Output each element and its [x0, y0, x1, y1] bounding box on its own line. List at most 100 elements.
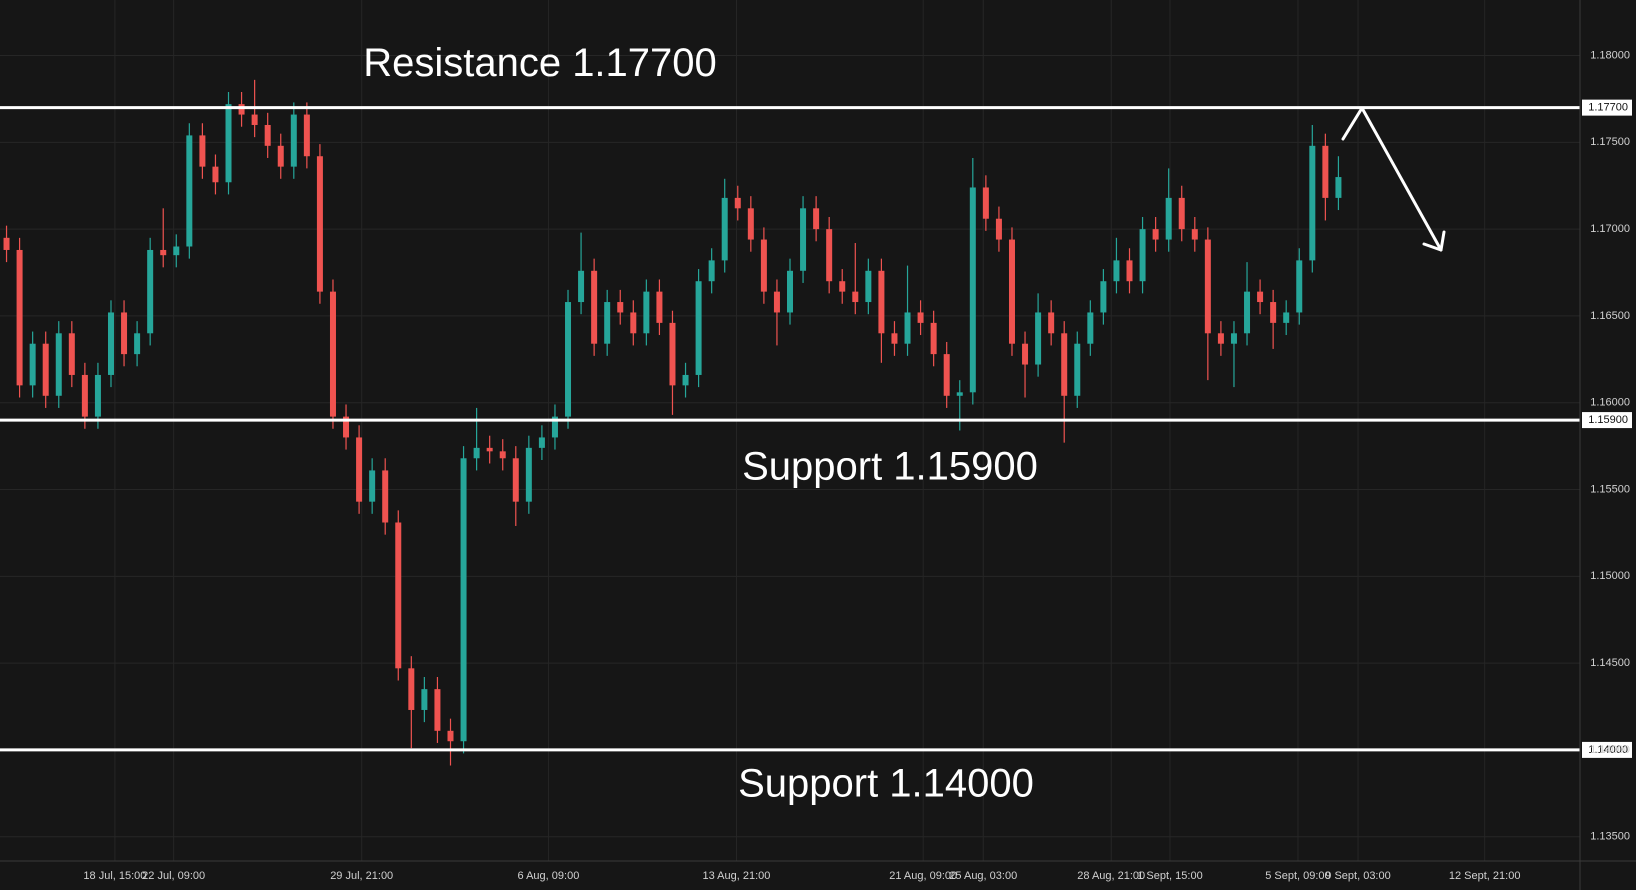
y-tick-label: 1.15000	[1590, 570, 1630, 582]
candle-body	[643, 291, 650, 334]
candle-body	[408, 668, 415, 710]
level-price-label: 1.17700	[1588, 102, 1628, 114]
candle-body	[16, 249, 23, 386]
candle-body	[1074, 343, 1081, 396]
x-tick-label: 28 Aug, 21:00	[1077, 870, 1145, 882]
candle-body	[682, 374, 689, 386]
candle-body	[29, 343, 36, 386]
candle-body	[630, 312, 637, 334]
candle-body	[852, 291, 859, 303]
level-price-box	[1582, 412, 1632, 429]
candle-body	[1191, 229, 1198, 240]
candle-body	[1283, 312, 1290, 323]
candle-body	[499, 451, 506, 459]
candle-body	[917, 312, 924, 323]
candle-body	[1139, 229, 1146, 282]
x-tick-label: 12 Sept, 21:00	[1449, 870, 1521, 882]
candle-body	[1165, 197, 1172, 240]
candle-body	[891, 333, 898, 344]
candle-body	[1257, 291, 1264, 303]
candle-body	[826, 229, 833, 282]
candle-body	[760, 239, 767, 292]
candle-body	[251, 114, 258, 125]
candle-body	[68, 333, 75, 375]
candle-body	[1008, 239, 1015, 344]
y-tick-label: 1.14500	[1590, 657, 1630, 669]
candle-body	[264, 124, 271, 146]
level-price-box	[1582, 99, 1632, 116]
candle-body	[1152, 229, 1159, 240]
candle-body	[538, 437, 545, 448]
candle-body	[565, 302, 572, 417]
x-tick-label: 9 Sept, 03:00	[1325, 870, 1390, 882]
candle-body	[1335, 177, 1342, 198]
candle-body	[1035, 312, 1042, 365]
candle-body	[813, 208, 820, 230]
x-tick-label: 18 Jul, 15:00	[83, 870, 146, 882]
candle-body	[956, 392, 963, 396]
x-tick-label: 29 Jul, 21:00	[330, 870, 393, 882]
x-tick-label: 25 Aug, 03:00	[949, 870, 1017, 882]
y-tick-label: 1.18000	[1590, 49, 1630, 61]
candle-body	[81, 374, 88, 417]
level-annotation: Support 1.15900	[742, 445, 1038, 489]
candle-body	[147, 249, 154, 334]
candle-body	[134, 333, 141, 355]
candle-body	[1022, 343, 1029, 365]
candle-body	[94, 374, 101, 417]
candle-body	[369, 470, 376, 502]
candle-body	[42, 343, 49, 396]
x-tick-label: 21 Aug, 09:00	[889, 870, 957, 882]
candle-body	[303, 114, 310, 157]
candle-body	[121, 312, 128, 355]
candle-body	[382, 470, 389, 523]
candle-body	[1322, 145, 1329, 198]
candle-body	[395, 522, 402, 669]
candle-body	[551, 416, 558, 438]
candle-body	[329, 291, 336, 417]
candle-body	[943, 354, 950, 396]
level-price-box	[1582, 741, 1632, 758]
candle-body	[290, 114, 297, 167]
candle-body	[1100, 281, 1107, 313]
axes: 1.13500 1.14000 1.14500 1.15000 1.15500 1.160…	[83, 49, 1630, 881]
candle-body	[578, 270, 585, 303]
candle-body	[669, 322, 676, 386]
candle-body	[1087, 312, 1094, 344]
levels: 1.17700 Resistance 1.17700 1.15900 Support …	[0, 41, 1632, 805]
candle-body	[773, 291, 780, 313]
x-tick-label: 22 Jul, 09:00	[142, 870, 205, 882]
level-price-label: 1.15900	[1588, 414, 1628, 426]
grid	[0, 0, 1580, 861]
x-tick-label: 1 Sept, 15:00	[1137, 870, 1202, 882]
candle-body	[904, 312, 911, 344]
candle-body	[160, 249, 167, 256]
candle-body	[995, 218, 1002, 240]
candle-body	[107, 312, 114, 375]
candle-body	[238, 104, 245, 115]
candle-body	[839, 281, 846, 292]
y-tick-label: 1.16500	[1590, 310, 1630, 322]
candle-body	[982, 187, 989, 219]
level-annotation: Support 1.14000	[738, 761, 1034, 805]
candle-body	[525, 447, 532, 502]
candle-body	[356, 437, 363, 502]
candle-body	[800, 208, 807, 271]
candle-body	[316, 156, 323, 292]
arrow-path	[1341, 106, 1443, 252]
candle-body	[212, 166, 219, 183]
candle-body	[3, 237, 10, 250]
level-price-label: 1.14000	[1588, 744, 1628, 756]
candle-body	[1061, 333, 1068, 396]
candle-body	[1204, 239, 1211, 334]
candle-body	[708, 260, 715, 282]
candle-body	[1270, 302, 1277, 323]
y-tick-label: 1.14000	[1590, 744, 1630, 756]
candle-body	[656, 291, 663, 323]
candle-body	[343, 416, 350, 438]
candle-body	[878, 270, 885, 334]
y-tick-label: 1.17500	[1590, 136, 1630, 148]
candle-body	[591, 270, 598, 344]
candle-body	[186, 135, 193, 247]
